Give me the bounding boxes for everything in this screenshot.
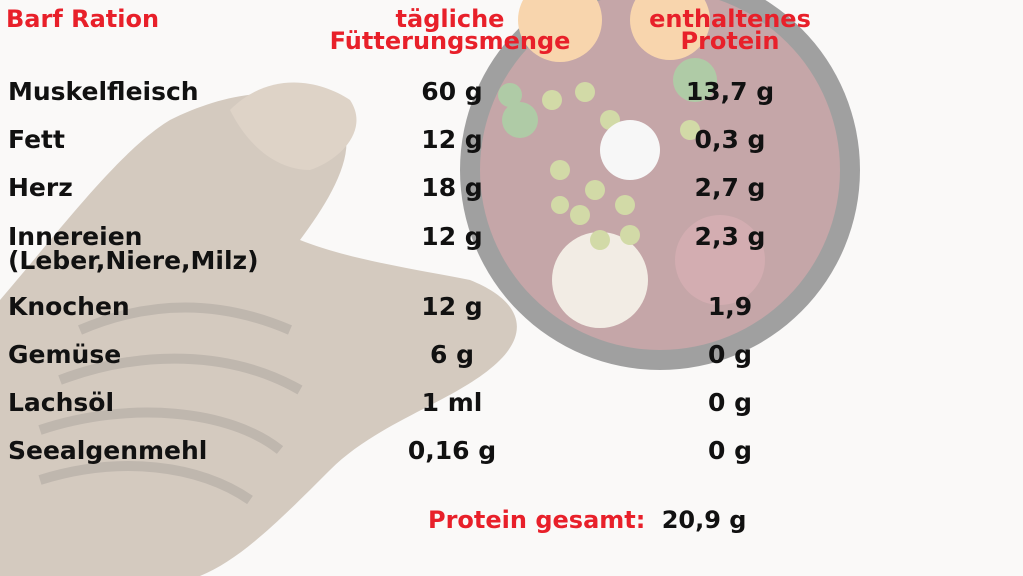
row-name: Lachsöl <box>8 388 115 417</box>
row-name-line1: Innereien <box>8 222 143 251</box>
header-protein-line1: enthaltenes <box>649 5 811 33</box>
header-feeding-amount: tägliche Fütterungsmenge <box>300 5 600 55</box>
table-row: Herz 18 g 2,7 g <box>0 173 1023 216</box>
row-amount: 0,16 g <box>407 436 497 465</box>
row-protein: 0,3 g <box>694 125 766 154</box>
header-ration-label: Barf Ration <box>6 5 160 33</box>
row-amount: 12 g <box>421 222 483 251</box>
row-name-line1: Muskelfleisch <box>8 77 199 106</box>
row-protein: 2,7 g <box>694 173 766 202</box>
row-name: Muskelfleisch <box>8 77 199 106</box>
row-name: Seealgenmehl <box>8 436 208 465</box>
row-name: Innereien (Leber,Niere,Milz) <box>8 222 259 275</box>
row-name-line1: Lachsöl <box>8 388 115 417</box>
row-protein: 2,3 g <box>694 222 766 251</box>
table-row: Lachsöl 1 ml 0 g <box>0 388 1023 431</box>
row-amount: 12 g <box>421 292 483 321</box>
protein-total-value: 20,9 g <box>661 506 747 534</box>
row-amount: 1 ml <box>421 388 483 417</box>
row-protein: 0 g <box>708 388 752 417</box>
row-amount: 18 g <box>421 173 483 202</box>
row-name: Knochen <box>8 292 130 321</box>
row-amount: 60 g <box>421 77 483 106</box>
row-name: Gemüse <box>8 340 122 369</box>
row-name-line1: Knochen <box>8 292 130 321</box>
row-name-line1: Seealgenmehl <box>8 436 208 465</box>
row-protein: 13,7 g <box>685 77 775 106</box>
header-ration: Barf Ration <box>6 5 160 33</box>
table-row: Knochen 12 g 1,9 <box>0 292 1023 335</box>
protein-total: Protein gesamt: 20,9 g <box>428 506 746 534</box>
row-amount: 12 g <box>421 125 483 154</box>
row-name-line1: Gemüse <box>8 340 122 369</box>
row-name: Fett <box>8 125 65 154</box>
header-protein-line2: Protein <box>680 27 780 55</box>
row-protein: 1,9 <box>707 292 753 321</box>
row-name-line1: Fett <box>8 125 65 154</box>
protein-total-label: Protein gesamt: <box>428 506 646 534</box>
header-protein: enthaltenes Protein <box>630 5 830 55</box>
table-row: Seealgenmehl 0,16 g 0 g <box>0 436 1023 479</box>
table-row: Fett 12 g 0,3 g <box>0 125 1023 168</box>
table-row: Innereien (Leber,Niere,Milz) 12 g 2,3 g <box>0 222 1023 275</box>
row-protein: 0 g <box>708 436 752 465</box>
table-row: Gemüse 6 g 0 g <box>0 340 1023 383</box>
row-protein: 0 g <box>708 340 752 369</box>
table-row: Muskelfleisch 60 g 13,7 g <box>0 77 1023 120</box>
row-name: Herz <box>8 173 73 202</box>
header-feeding-amount-line1: tägliche <box>395 5 505 33</box>
row-amount: 6 g <box>430 340 474 369</box>
header-feeding-amount-line2: Fütterungsmenge <box>329 27 571 55</box>
row-name-line1: Herz <box>8 173 73 202</box>
row-name-line2: (Leber,Niere,Milz) <box>8 246 259 275</box>
